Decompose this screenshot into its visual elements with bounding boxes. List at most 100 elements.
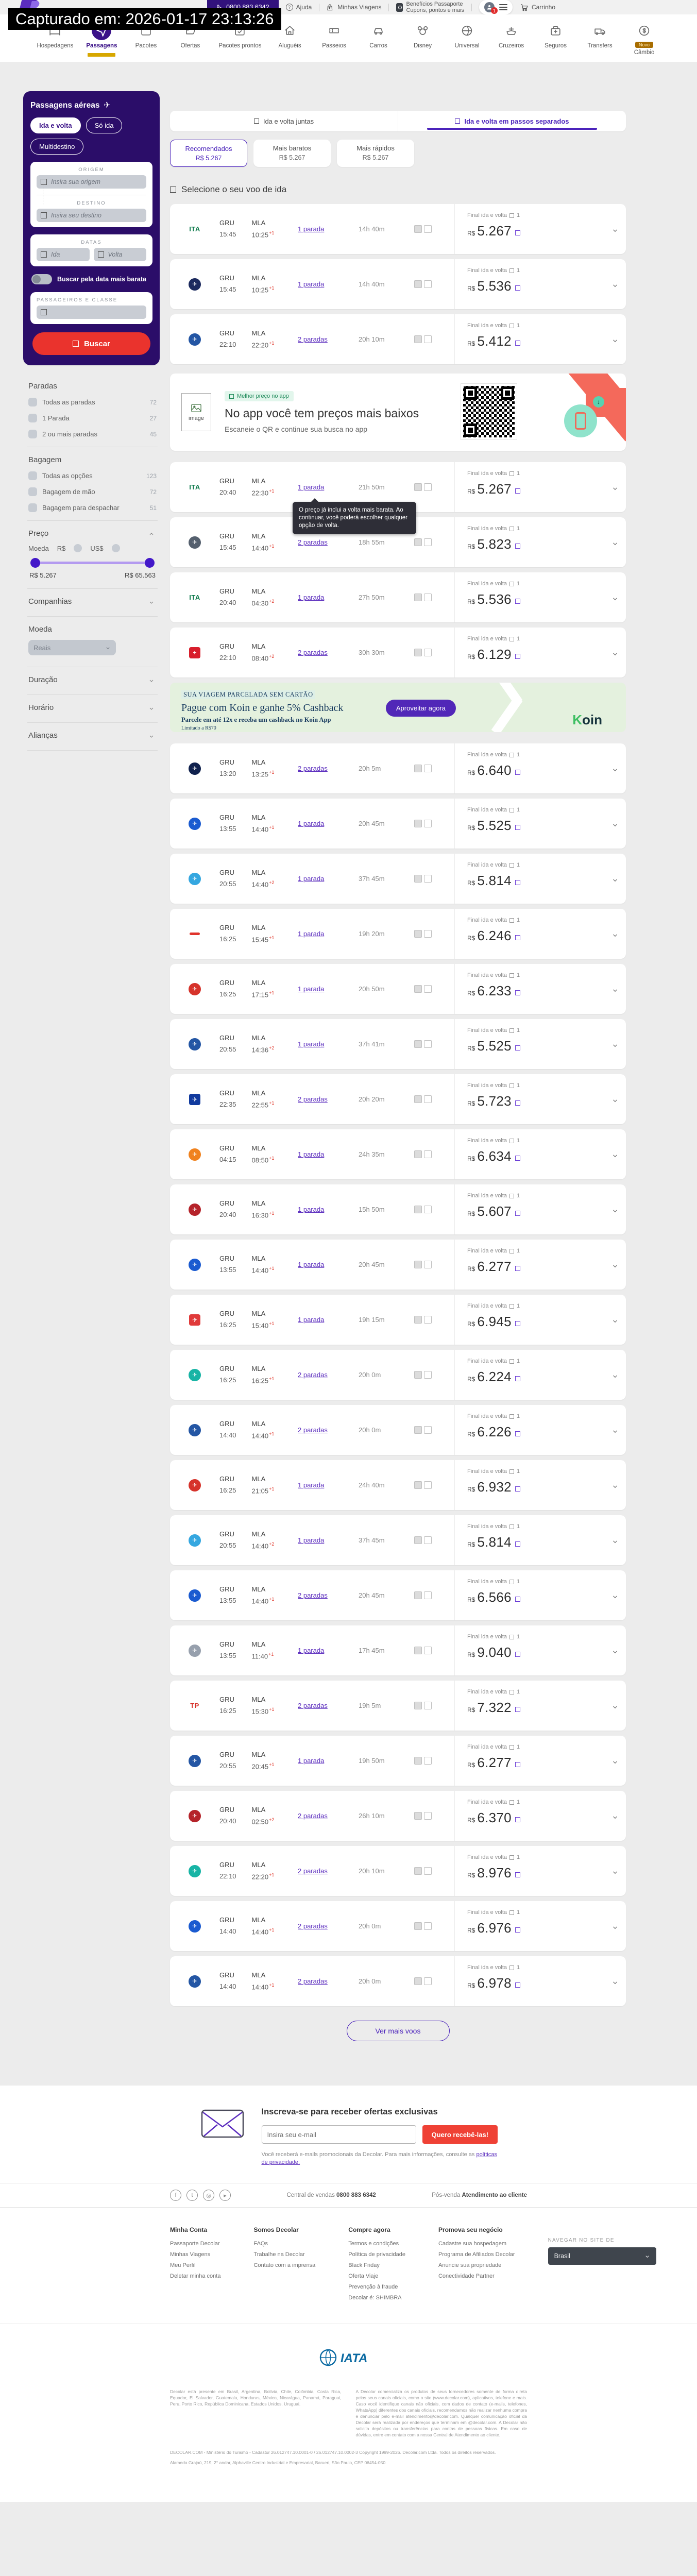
info-icon[interactable]: [515, 1211, 520, 1216]
price-slider-max-handle[interactable]: [145, 558, 155, 568]
date-end-input[interactable]: Volta: [93, 248, 146, 261]
stops-link[interactable]: 1 parada: [298, 875, 325, 883]
sort-chip[interactable]: Mais rápidos R$ 5.267: [337, 140, 414, 167]
flight-row[interactable]: ITA GRU 15:45 MLA 10:25+1 1 parada 14h 40m…: [170, 204, 626, 254]
privacy-policy-link[interactable]: políticas de privacidade.: [261, 2151, 497, 2165]
origin-input[interactable]: Insira sua origem: [37, 175, 146, 189]
info-icon[interactable]: [515, 1321, 520, 1326]
info-icon[interactable]: [515, 990, 520, 995]
footer-link[interactable]: Termos e condições: [348, 2241, 399, 2247]
flight-row[interactable]: ✈ GRU 13:55 MLA 14:40+1 2 paradas 20h 45m …: [170, 1570, 626, 1620]
stops-link[interactable]: 1 parada: [298, 930, 325, 938]
flight-row[interactable]: ✈ GRU 14:40 MLA 14:40+1 2 paradas 20h 0m F…: [170, 1956, 626, 2006]
email-input[interactable]: [261, 2125, 416, 2144]
help-link[interactable]: ? Ajuda: [285, 4, 312, 11]
info-icon[interactable]: [515, 1762, 520, 1767]
flight-row[interactable]: ✈ GRU 20:40 MLA 16:30+1 1 parada 15h 50m F…: [170, 1184, 626, 1234]
expand-chevron-icon[interactable]: [611, 1097, 619, 1104]
info-icon[interactable]: [515, 935, 520, 940]
expand-chevron-icon[interactable]: [611, 1869, 619, 1876]
mode-tab[interactable]: Ida e volta em passos separados: [398, 111, 626, 131]
flight-row[interactable]: ✈ GRU 22:10 MLA 22:20+1 2 paradas 20h 10m …: [170, 314, 626, 364]
expand-chevron-icon[interactable]: [611, 650, 619, 657]
flight-row[interactable]: O preço já inclui a volta mais barata. A…: [170, 498, 626, 567]
stops-link[interactable]: 2 paradas: [298, 538, 328, 546]
stops-link[interactable]: 2 paradas: [298, 1812, 328, 1820]
stops-link[interactable]: 1 parada: [298, 1536, 325, 1544]
footer-link[interactable]: FAQs: [253, 2241, 268, 2247]
twitter-icon[interactable]: t: [186, 2190, 198, 2201]
region-select[interactable]: Brasil: [548, 2247, 656, 2265]
info-icon[interactable]: [515, 1982, 520, 1988]
stops-link[interactable]: 2 paradas: [298, 765, 328, 772]
chevron-up-icon[interactable]: [148, 531, 155, 537]
footer-link[interactable]: Deletar minha conta: [170, 2273, 221, 2279]
stops-link[interactable]: 2 paradas: [298, 1702, 328, 1709]
stops-link[interactable]: 1 parada: [298, 1206, 325, 1213]
expand-chevron-icon[interactable]: [611, 821, 619, 828]
price-slider[interactable]: [30, 558, 155, 568]
checkbox[interactable]: [28, 503, 37, 512]
chevron-down-icon[interactable]: [148, 599, 155, 605]
trip-type-pill[interactable]: Ida e volta: [30, 117, 81, 133]
sort-chip[interactable]: Mais baratos R$ 5.267: [253, 140, 331, 167]
flight-row[interactable]: ✈ GRU 20:55 MLA 14:40+2 1 parada 37h 45m F…: [170, 854, 626, 904]
currency-select[interactable]: Reais: [28, 640, 116, 655]
expand-chevron-icon[interactable]: [611, 1207, 619, 1214]
nav-item[interactable]: Aluguéis: [274, 21, 306, 57]
chevron-down-icon[interactable]: [148, 733, 155, 739]
trip-type-pill[interactable]: Só ida: [86, 117, 123, 133]
footer-link[interactable]: Trabalhe na Decolar: [253, 2251, 305, 2258]
flight-row[interactable]: ✈ GRU 22:10 MLA 22:20+1 2 paradas 20h 10m …: [170, 1846, 626, 1896]
stops-link[interactable]: 2 paradas: [298, 1095, 328, 1103]
nav-item[interactable]: Carros: [363, 21, 395, 57]
expand-chevron-icon[interactable]: [611, 1262, 619, 1269]
expand-chevron-icon[interactable]: [611, 1648, 619, 1655]
footer-link[interactable]: Anuncie sua propriedade: [438, 2262, 502, 2268]
info-icon[interactable]: [515, 1927, 520, 1933]
stops-link[interactable]: 2 paradas: [298, 649, 328, 656]
stops-link[interactable]: 2 paradas: [298, 335, 328, 343]
date-start-input[interactable]: Ida: [37, 248, 90, 261]
filter-option[interactable]: Todas as paradas 72: [28, 398, 157, 406]
info-icon[interactable]: [515, 1431, 520, 1436]
footer-link[interactable]: Black Friday: [348, 2262, 380, 2268]
expand-chevron-icon[interactable]: [611, 1372, 619, 1380]
nav-item[interactable]: Cruzeiros: [496, 21, 528, 57]
footer-link[interactable]: Prevenção à fraude: [348, 2284, 398, 2290]
flight-row[interactable]: ✈ GRU 15:45 MLA 10:25+1 1 parada 14h 40m F…: [170, 259, 626, 309]
info-icon[interactable]: [515, 1707, 520, 1712]
flight-row[interactable]: ✈ GRU 20:40 MLA 02:50+2 2 paradas 26h 10m …: [170, 1791, 626, 1841]
stops-link[interactable]: 1 parada: [298, 483, 325, 491]
stops-link[interactable]: 1 parada: [298, 1757, 325, 1765]
flight-row[interactable]: ✈ GRU 20:55 MLA 14:36+2 1 parada 37h 41m F…: [170, 1019, 626, 1069]
footer-link[interactable]: Contato com a imprensa: [253, 2262, 316, 2268]
info-icon[interactable]: [515, 488, 520, 494]
info-icon[interactable]: [515, 1872, 520, 1877]
expand-chevron-icon[interactable]: [611, 1979, 619, 1986]
info-icon[interactable]: [515, 599, 520, 604]
checkbox[interactable]: [28, 430, 37, 438]
expand-chevron-icon[interactable]: [611, 931, 619, 939]
footer-link[interactable]: Programa de Afiliados Decolar: [438, 2251, 515, 2258]
flight-row[interactable]: ✈ GRU 13:55 MLA 11:40+1 1 parada 17h 45m F…: [170, 1625, 626, 1675]
nav-item[interactable]: Universal: [451, 21, 483, 57]
nav-item[interactable]: Passeios: [318, 21, 350, 57]
youtube-icon[interactable]: ▸: [219, 2190, 231, 2201]
facebook-icon[interactable]: f: [170, 2190, 181, 2201]
stops-link[interactable]: 2 paradas: [298, 1977, 328, 1985]
flight-row[interactable]: GRU 16:25 MLA 15:45+1 1 parada 19h 20m Fin…: [170, 909, 626, 959]
flight-row[interactable]: ✈ GRU 16:25 MLA 17:15+1 1 parada 20h 50m F…: [170, 964, 626, 1014]
flight-row[interactable]: ✈ GRU 16:25 MLA 16:25+1 2 paradas 20h 0m F…: [170, 1350, 626, 1400]
account-menu[interactable]: 1: [479, 0, 513, 14]
flight-row[interactable]: ✈ GRU 16:25 MLA 21:05+1 1 parada 24h 40m F…: [170, 1460, 626, 1510]
info-icon[interactable]: [515, 1156, 520, 1161]
flight-row[interactable]: ✈ GRU 04:15 MLA 08:50+1 1 parada 24h 35m F…: [170, 1129, 626, 1179]
flight-row[interactable]: ✈ GRU 13:20 MLA 13:25+1 2 paradas 20h 5m F…: [170, 743, 626, 793]
filter-option[interactable]: Bagagem de mão 72: [28, 487, 157, 496]
passengers-input[interactable]: [37, 306, 146, 319]
stops-link[interactable]: 1 parada: [298, 1261, 325, 1268]
flight-row[interactable]: ✈ GRU 20:55 MLA 20:45+1 1 parada 19h 50m F…: [170, 1736, 626, 1786]
expand-chevron-icon[interactable]: [611, 1924, 619, 1931]
expand-chevron-icon[interactable]: [611, 987, 619, 994]
